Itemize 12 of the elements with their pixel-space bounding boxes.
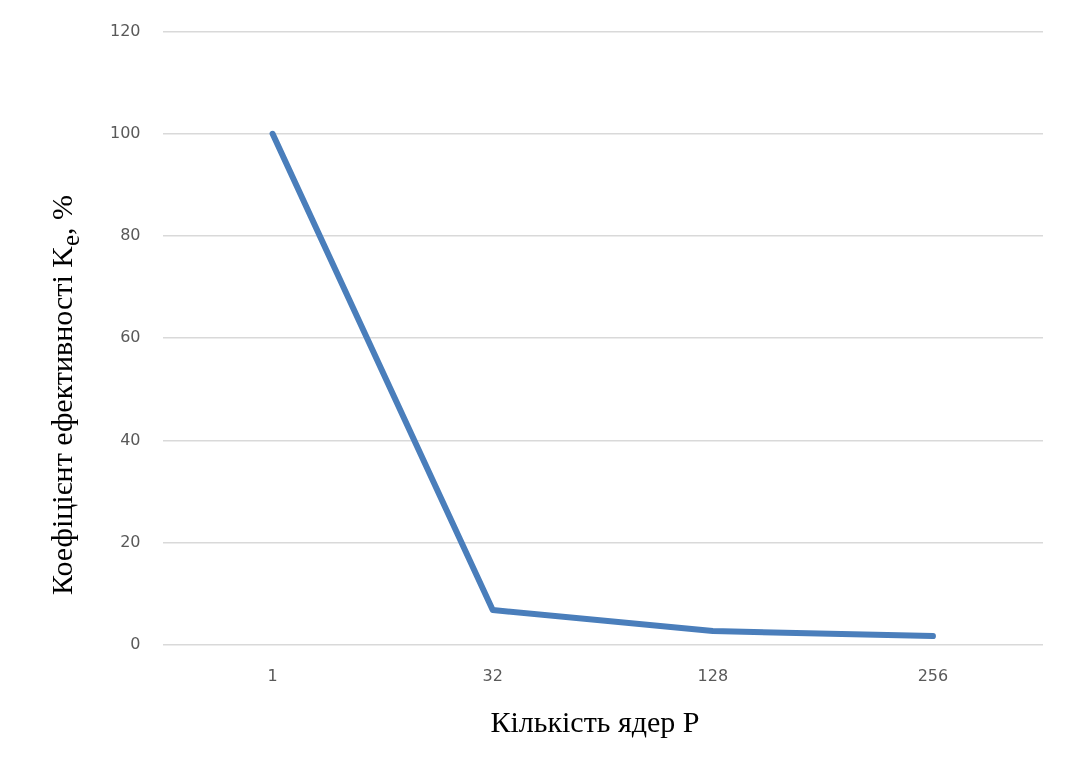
x-axis-title: Кількість ядер P (490, 705, 700, 739)
y-tick-label: 20 (120, 531, 141, 551)
x-tick-label: 128 (697, 665, 729, 685)
y-tick-label: 60 (120, 327, 141, 347)
x-tick-label: 256 (917, 665, 949, 685)
x-tick-label: 32 (482, 665, 503, 685)
y-tick-label: 80 (120, 225, 141, 245)
y-tick-label: 0 (130, 633, 141, 653)
x-tick-label: 1 (267, 665, 278, 685)
y-tick-label: 100 (109, 122, 141, 142)
y-tick-label: 40 (120, 429, 141, 449)
y-tick-label: 120 (109, 20, 141, 40)
